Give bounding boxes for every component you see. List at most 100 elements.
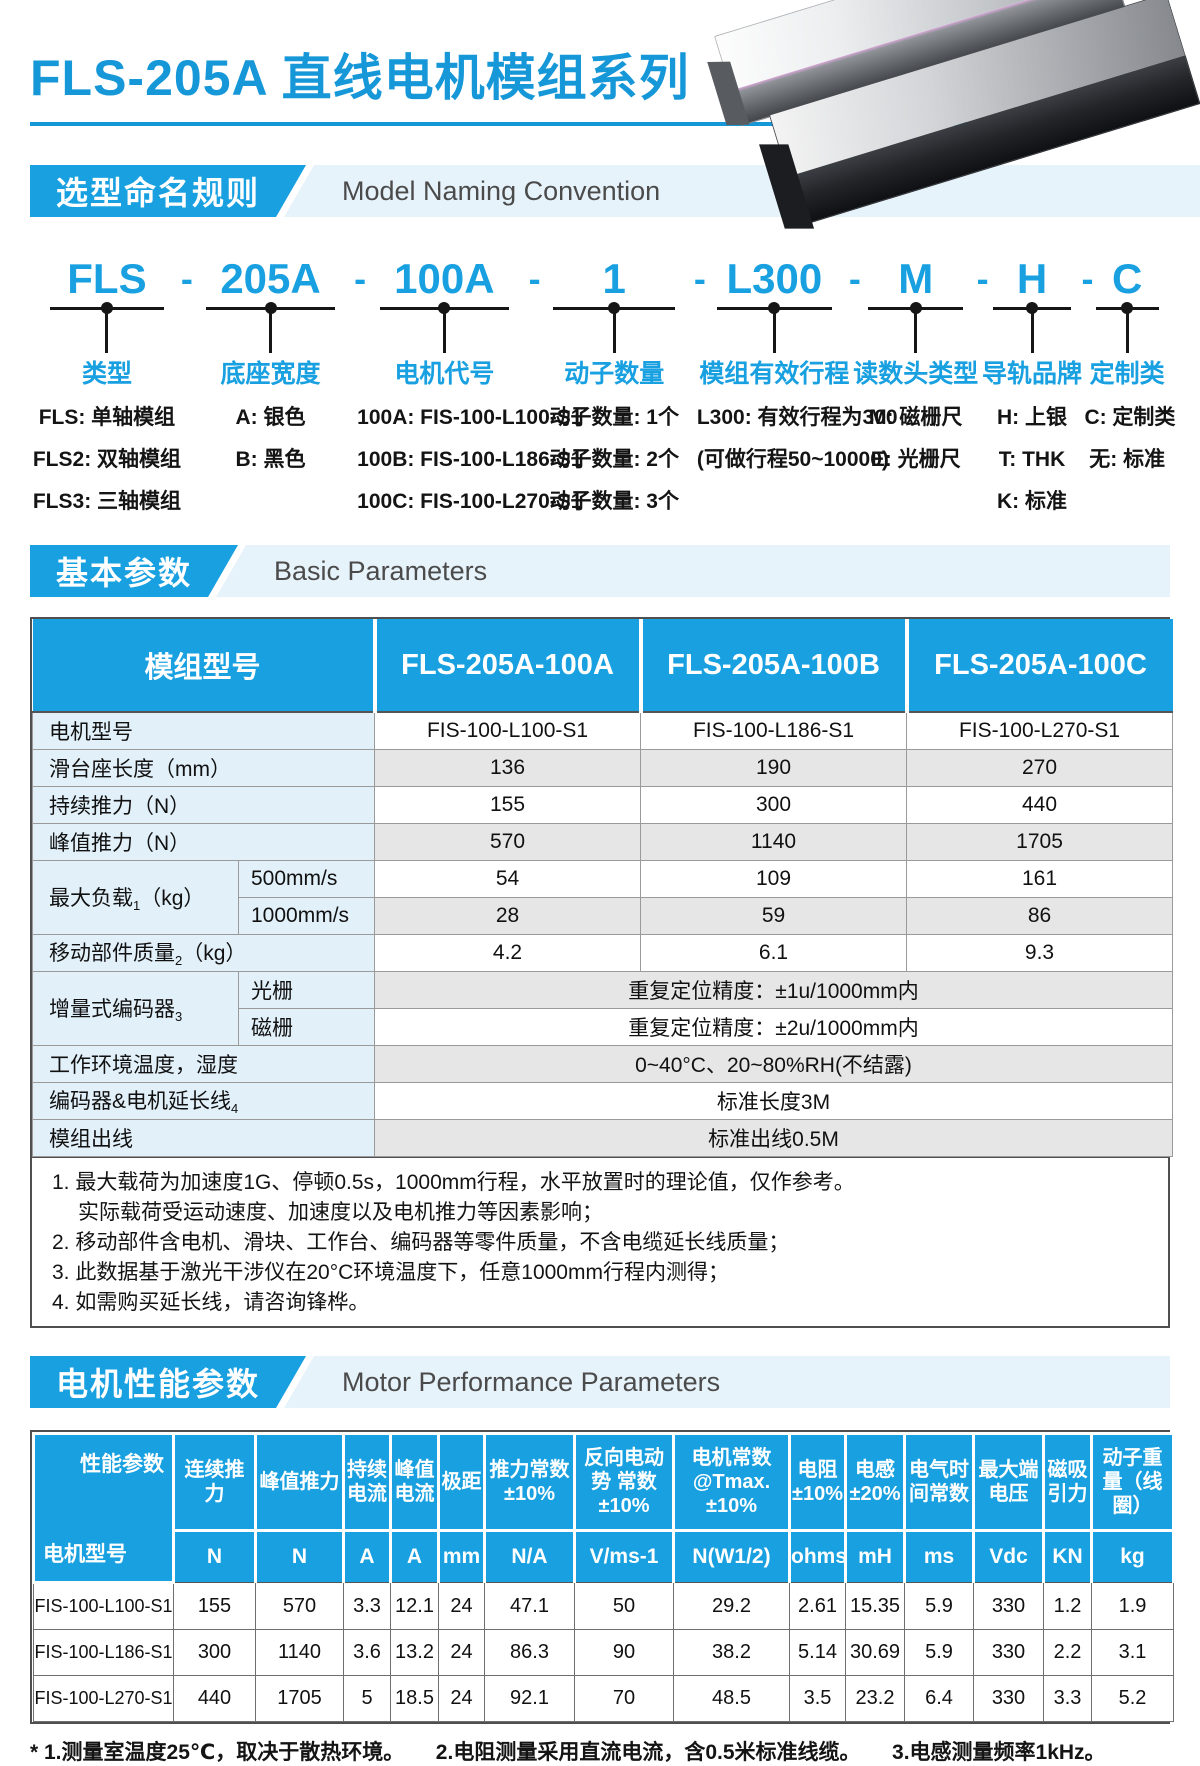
cell: 30.69 bbox=[845, 1629, 905, 1676]
banner-naming-en: Model Naming Convention bbox=[284, 165, 1200, 217]
basic-header-label: 模组型号 bbox=[32, 619, 377, 713]
token-dash: - bbox=[354, 258, 367, 299]
cell-span: 重复定位精度：±2u/1000mm内 bbox=[374, 1008, 1174, 1046]
table-row-motor-model: 电机型号 FIS-100-L100-S1 FIS-100-L186-S1 FIS… bbox=[31, 711, 1174, 750]
connector bbox=[852, 302, 980, 357]
naming-descs: L300: 有效行程为300 (可做行程50~10000) bbox=[696, 406, 898, 471]
motor-header-corner: 性能参数 电机型号 bbox=[32, 1432, 175, 1584]
motor-col-name: 峰值电流 bbox=[389, 1432, 440, 1532]
note-line: 实际载荷受运动速度、加速度以及电机推力等因素影响； bbox=[78, 1201, 603, 1224]
corner-top-label: 性能参数 bbox=[80, 1453, 164, 1476]
cell: 90 bbox=[574, 1629, 674, 1676]
motor-col-unit: ohms bbox=[788, 1529, 847, 1583]
token-dash: - bbox=[976, 258, 989, 299]
connector bbox=[697, 302, 852, 357]
connector bbox=[30, 302, 184, 357]
connector bbox=[357, 302, 531, 357]
naming-descs: 动子数量: 1个 动子数量: 2个 动子数量: 3个 bbox=[549, 406, 679, 513]
naming-label: 模组有效行程 bbox=[699, 360, 850, 388]
banner-motor-zh: 电机性能参数 bbox=[30, 1356, 306, 1408]
title-underline bbox=[30, 122, 1072, 126]
token-dash: - bbox=[693, 258, 706, 299]
model-token: 205A bbox=[220, 255, 321, 302]
table-row-continuous-force: 持续推力（N） 155 300 440 bbox=[31, 786, 1174, 824]
cell: 1705 bbox=[906, 823, 1174, 861]
motor-col-unit: mm bbox=[437, 1529, 486, 1583]
naming-descs: A: 银色 B: 黑色 bbox=[235, 406, 306, 471]
footnote-ref: 3 bbox=[175, 1009, 183, 1025]
motor-col-unit: N(W1/2) bbox=[672, 1529, 791, 1583]
banner-naming: 选型命名规则 Model Naming Convention bbox=[30, 165, 1200, 217]
cell: 9.3 bbox=[906, 934, 1174, 972]
cell: 161 bbox=[906, 860, 1174, 898]
motor-col-name: 电阻 ±10% bbox=[788, 1432, 847, 1532]
cell: FIS-100-L100-S1 bbox=[374, 711, 642, 750]
motor-col-name: 电气时间常数 bbox=[903, 1432, 975, 1532]
motor-footnote: * 1.测量室温度25℃，取决于散热环境。 2.电阻测量采用直流电流，含0.5米… bbox=[30, 1741, 1106, 1764]
naming-label: 类型 bbox=[81, 360, 132, 388]
table-row-extension-cable: 编码器&电机延长线4 标准长度3M bbox=[31, 1082, 1174, 1120]
cell: 5.9 bbox=[904, 1582, 974, 1630]
cell: 270 bbox=[906, 749, 1174, 787]
row-label: 移动部件质量2（kg） bbox=[31, 934, 376, 972]
cell: 1.9 bbox=[1091, 1582, 1174, 1630]
naming-descs: 100A: FIS-100-L100-S1 100B: FIS-100-L186… bbox=[357, 406, 583, 513]
row-sublabel: 500mm/s bbox=[237, 860, 376, 898]
footnote-ref: 2 bbox=[175, 953, 183, 969]
naming-label: 底座宽度 bbox=[220, 360, 321, 388]
motor-col-unit: kg bbox=[1090, 1529, 1175, 1583]
cell: 6.4 bbox=[904, 1675, 974, 1722]
motor-col-name: 持续电流 bbox=[342, 1432, 392, 1532]
cell: 4.2 bbox=[374, 934, 642, 972]
model-token: C bbox=[1112, 255, 1143, 302]
cell-span: 标准出线0.5M bbox=[374, 1119, 1174, 1157]
cell: 18.5 bbox=[390, 1675, 439, 1722]
cell: 70 bbox=[574, 1675, 674, 1722]
motor-col-unit: A bbox=[342, 1529, 392, 1583]
cell: 570 bbox=[374, 823, 642, 861]
row-label: 模组出线 bbox=[31, 1119, 376, 1157]
row-label: 电机型号 bbox=[31, 711, 376, 750]
naming-column-rail-brand: H - 导轨品牌 H: 上银 T: THK K: 标准 bbox=[980, 257, 1093, 523]
row-label: 滑台座长度（mm） bbox=[31, 749, 376, 787]
motor-col-name: 反向电动势 常数±10% bbox=[573, 1432, 675, 1532]
token-dash: - bbox=[848, 258, 861, 299]
cell: FIS-100-L270-S1 bbox=[906, 711, 1174, 750]
motor-col-name: 峰值推力 bbox=[254, 1432, 345, 1532]
naming-descs: FLS: 单轴模组 FLS2: 双轴模组 FLS3: 三轴模组 bbox=[32, 406, 182, 513]
motor-model: FIS-100-L270-S1 bbox=[33, 1675, 174, 1722]
cell: 330 bbox=[973, 1675, 1044, 1722]
motor-col-unit: Vdc bbox=[972, 1529, 1045, 1583]
basic-parameters-table: 模组型号 FLS-205A-100A FLS-205A-100B FLS-205… bbox=[31, 619, 1174, 1157]
cell: 54 bbox=[374, 860, 642, 898]
naming-column-type: FLS - 类型 FLS: 单轴模组 FLS2: 双轴模组 FLS3: 三轴模组 bbox=[30, 257, 193, 523]
cell-span: 重复定位精度：±1u/1000mm内 bbox=[374, 971, 1174, 1009]
motor-col-name: 磁吸引力 bbox=[1042, 1432, 1093, 1532]
banner-naming-zh: 选型命名规则 bbox=[30, 165, 306, 217]
connector bbox=[184, 302, 357, 357]
naming-columns: FLS - 类型 FLS: 单轴模组 FLS2: 双轴模组 FLS3: 三轴模组… bbox=[30, 255, 1176, 523]
table-row-environment: 工作环境温度，湿度 0~40°C、20~80%RH(不结露) bbox=[31, 1045, 1174, 1083]
cell: 86 bbox=[906, 897, 1174, 935]
naming-label: 读数头类型 bbox=[853, 360, 979, 388]
token-dash: - bbox=[528, 258, 541, 299]
cell: 300 bbox=[640, 786, 908, 824]
cell: 1.2 bbox=[1043, 1582, 1092, 1630]
corner-bottom-label: 电机型号 bbox=[43, 1543, 127, 1566]
token-dash: - bbox=[180, 258, 193, 299]
cell: 48.5 bbox=[673, 1675, 790, 1722]
cell: 2.2 bbox=[1043, 1629, 1092, 1676]
row-label-max-load: 最大负载1（kg） bbox=[32, 860, 239, 935]
motor-col-name: 动子重量（线圈） bbox=[1090, 1432, 1175, 1532]
naming-label: 导轨品牌 bbox=[981, 360, 1082, 388]
motor-col-name: 电机常数 @Tmax.±10% bbox=[672, 1432, 791, 1532]
note-line: 3. 此数据基于激光干涉仪在20°C环境温度下，任意1000mm行程内测得； bbox=[52, 1261, 729, 1284]
cell: 28 bbox=[374, 897, 642, 935]
motor-col-unit: N bbox=[254, 1529, 345, 1583]
section-motor-performance: 电机性能参数 Motor Performance Parameters 性能参数… bbox=[0, 1356, 1200, 1766]
motor-data-row-l186: FIS-100-L186-S1 300 1140 3.6 13.2 24 86.… bbox=[33, 1629, 1174, 1676]
banner-basic: 基本参数 Basic Parameters bbox=[30, 545, 1170, 597]
basic-header-model-c: FLS-205A-100C bbox=[906, 619, 1173, 713]
motor-col-unit: V/ms-1 bbox=[573, 1529, 675, 1583]
table-row-peak-force: 峰值推力（N） 570 1140 1705 bbox=[31, 823, 1174, 861]
